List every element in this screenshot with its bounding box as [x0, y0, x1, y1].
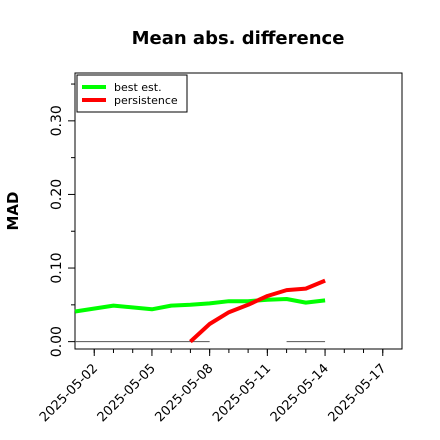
x-tick-label: 2025-05-17 — [326, 361, 390, 425]
x-tick-label: 2025-05-08 — [152, 361, 216, 425]
x-tick-label: 2025-05-02 — [37, 361, 101, 425]
x-axis: 2025-05-022025-05-052025-05-082025-05-11… — [37, 349, 390, 425]
series-line-1 — [189, 278, 326, 344]
y-tick-label: 0.20 — [49, 179, 65, 210]
x-tick-label: 2025-05-05 — [95, 361, 159, 425]
plot-frame — [74, 72, 403, 350]
y-axis: 0.00 0.10 0.20 0.30 — [49, 83, 75, 357]
series-line-0 — [74, 297, 326, 314]
series-layer — [74, 278, 326, 344]
y-tick-label: 0.10 — [49, 252, 65, 283]
x-tick-label: 2025-05-11 — [210, 361, 274, 425]
legend-box — [76, 74, 188, 113]
x-tick-label: 2025-05-14 — [268, 361, 332, 425]
legend-entry-label: best est. — [114, 81, 162, 94]
y-tick-label: 0.30 — [49, 105, 65, 136]
y-tick-label: 0.00 — [49, 326, 65, 357]
chart-title: Mean abs. difference — [132, 28, 345, 49]
legend-entry-label: persistence — [114, 94, 178, 107]
y-axis-label: MAD — [4, 192, 22, 231]
legend: best est.persistence — [76, 74, 188, 113]
